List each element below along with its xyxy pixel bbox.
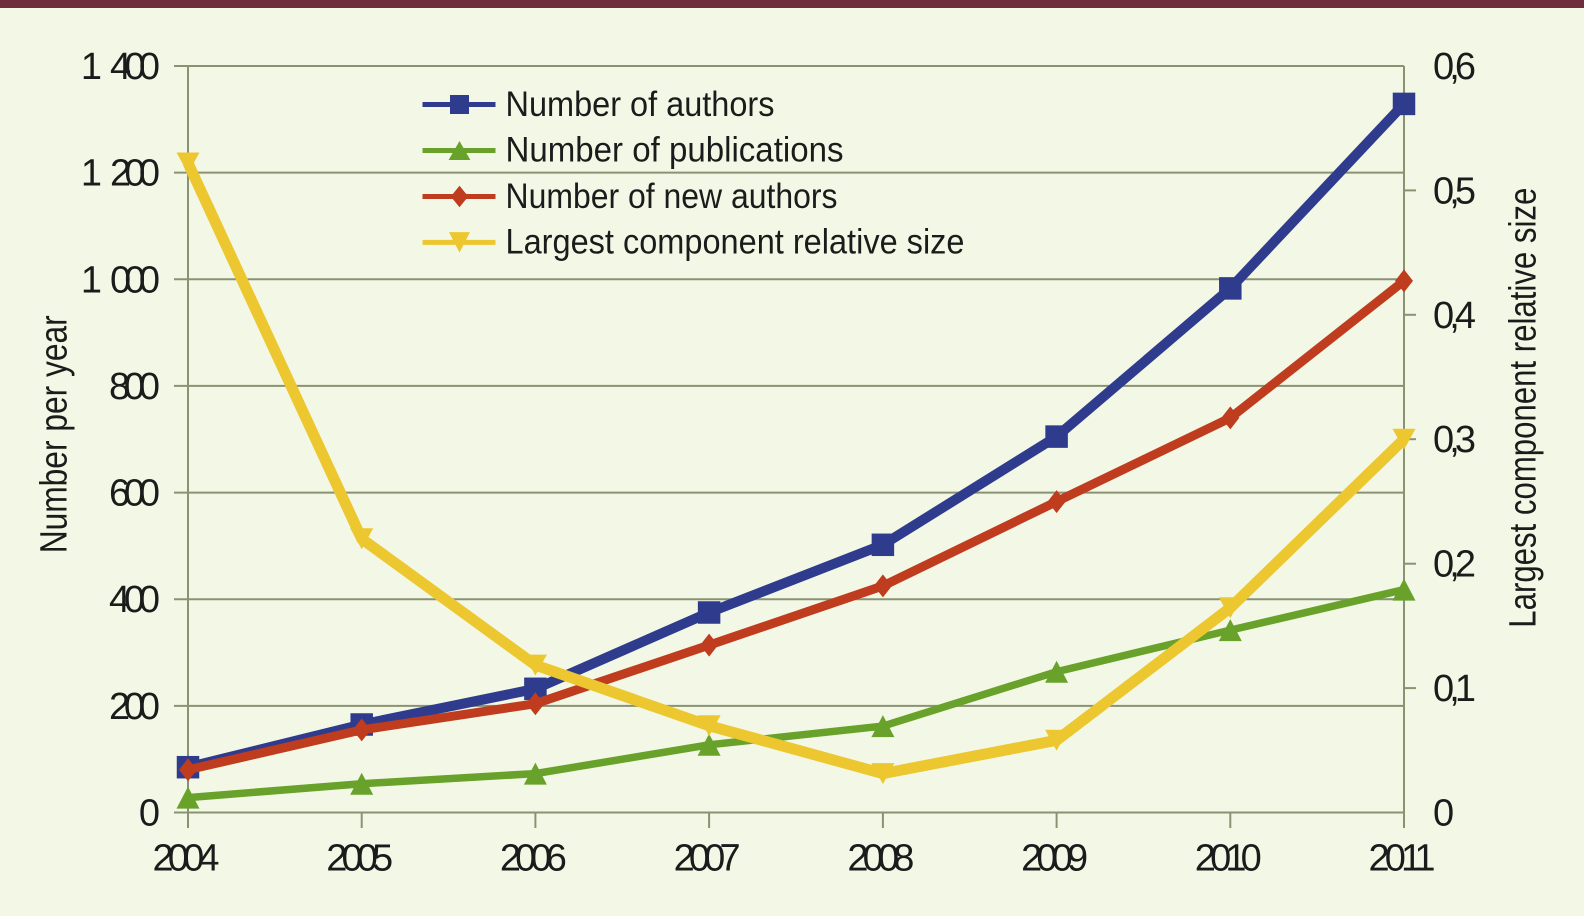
svg-text:000: 000 [110,259,160,301]
svg-text:600: 600 [109,473,160,515]
svg-text:1: 1 [81,46,102,88]
svg-text:Largest component relative siz: Largest component relative size [506,223,965,262]
svg-text:2007: 2007 [674,838,741,880]
svg-text:200: 200 [110,153,160,195]
svg-text:400: 400 [110,46,160,88]
svg-text:2011: 2011 [1369,838,1436,880]
svg-text:0,2: 0,2 [1433,544,1476,586]
svg-text:Largest component relative siz: Largest component relative size [1503,188,1545,628]
svg-text:1: 1 [81,153,102,195]
svg-text:0: 0 [139,793,160,835]
svg-text:0,5: 0,5 [1433,170,1476,212]
svg-text:2004: 2004 [153,838,220,880]
svg-text:0,3: 0,3 [1433,419,1476,461]
svg-text:2005: 2005 [326,838,393,880]
svg-text:Number of publications: Number of publications [506,131,844,170]
svg-text:Number of authors: Number of authors [506,85,775,124]
svg-text:0,6: 0,6 [1433,46,1476,88]
svg-text:2008: 2008 [847,838,914,880]
svg-text:2010: 2010 [1195,838,1262,880]
svg-text:200: 200 [109,686,160,728]
svg-text:Number per year: Number per year [34,315,76,553]
svg-text:400: 400 [109,579,160,621]
svg-text:2009: 2009 [1021,838,1088,880]
svg-text:2006: 2006 [500,838,567,880]
svg-text:0,4: 0,4 [1433,295,1476,337]
svg-text:0: 0 [1433,793,1454,835]
svg-text:800: 800 [109,366,160,408]
svg-text:Number of new authors: Number of new authors [506,177,838,216]
svg-text:0,1: 0,1 [1433,668,1476,710]
svg-text:1: 1 [81,259,102,301]
